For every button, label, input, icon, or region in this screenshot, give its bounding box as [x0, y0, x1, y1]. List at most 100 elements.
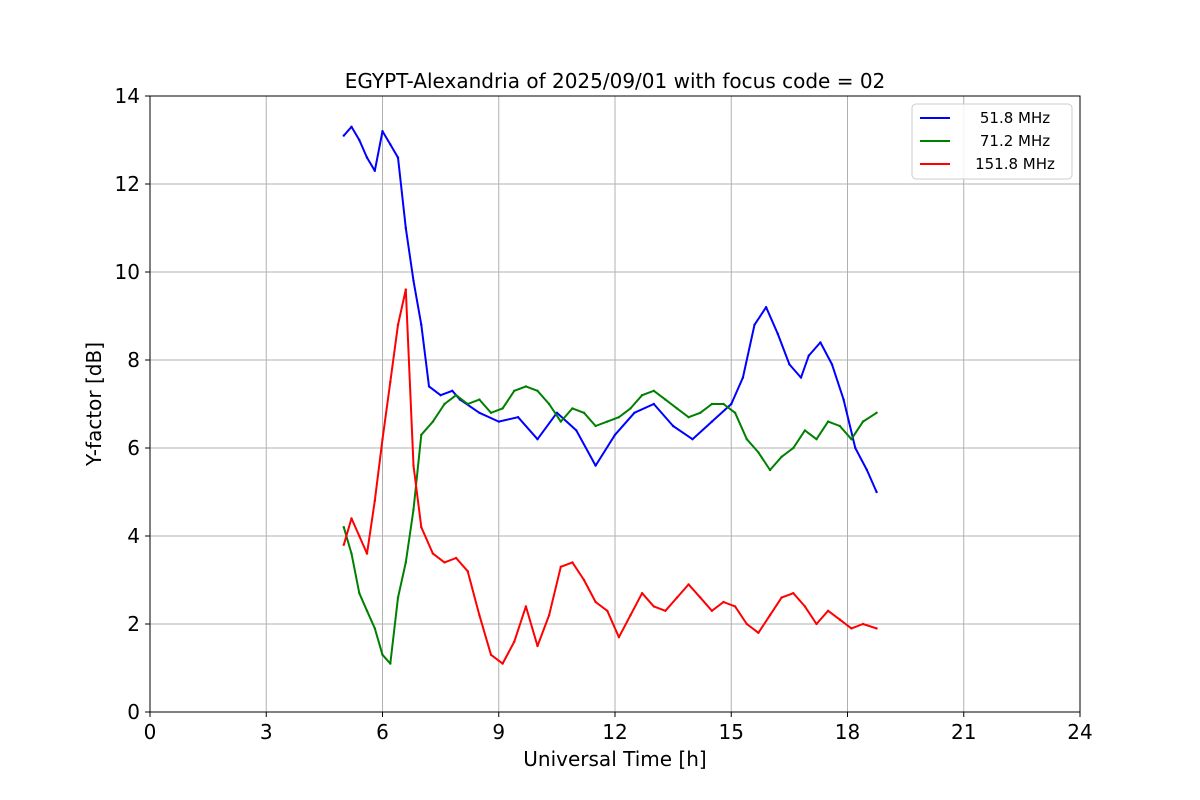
- series-3-point: [478, 614, 481, 617]
- series-1-point: [753, 323, 756, 326]
- chart-title: EGYPT-Alexandria of 2025/09/01 with focu…: [345, 69, 886, 93]
- series-3-point: [524, 605, 528, 608]
- series-3-point: [640, 592, 644, 595]
- series-1-point: [671, 424, 675, 428]
- series-3-point: [513, 640, 516, 643]
- series-3-point: [687, 583, 690, 586]
- series-1-point: [516, 416, 520, 419]
- series-2-point: [489, 411, 493, 414]
- series-2-point: [838, 424, 841, 428]
- series-1-point: [412, 279, 415, 282]
- series-3-point: [342, 543, 345, 546]
- series-2-point: [547, 402, 551, 406]
- series-2-point: [699, 411, 702, 414]
- series-3-point: [582, 578, 586, 582]
- series-2-point: [358, 592, 361, 595]
- series-1-point: [404, 226, 407, 230]
- series-2-point: [664, 398, 667, 401]
- y-axis: 0 2 4 6 8 10 12 14: [115, 84, 150, 724]
- series-1-point: [807, 354, 810, 357]
- series-3-point: [722, 600, 725, 604]
- series-1-point: [764, 306, 768, 309]
- series-1-point: [842, 398, 845, 401]
- series-2-point: [780, 455, 783, 458]
- series-3-point: [710, 609, 714, 612]
- series-2-point: [466, 402, 469, 406]
- y-axis-label: Y-factor [dB]: [82, 342, 106, 467]
- legend-box: [911, 103, 1073, 180]
- series-1-point: [396, 156, 400, 159]
- series-1-point: [365, 156, 369, 159]
- series-2-point: [803, 429, 807, 432]
- series-3-point: [373, 499, 376, 502]
- series-2-point: [431, 420, 435, 423]
- series-3-point: [466, 570, 469, 573]
- series-2-point: [768, 468, 772, 472]
- series-2-point: [478, 398, 481, 401]
- series-1-point: [875, 490, 878, 494]
- series-2-point: [536, 389, 539, 392]
- series-1-point: [865, 468, 869, 472]
- series-1-point: [389, 143, 392, 146]
- series-1-point: [358, 138, 361, 142]
- series-2-point: [815, 438, 818, 441]
- x-tick-label: 9: [492, 720, 505, 744]
- series-2-point: [745, 438, 748, 441]
- series-1-point: [613, 433, 617, 436]
- series-3-point: [733, 605, 737, 608]
- legend-label-3: 151.8 MHz: [975, 155, 1055, 173]
- series-2-point: [722, 402, 725, 406]
- series-3-point: [768, 614, 772, 617]
- series-3-point: [875, 627, 878, 630]
- series-3-point: [381, 438, 384, 441]
- series-1-point: [633, 411, 636, 414]
- x-tick-label: 21: [951, 720, 976, 744]
- series-2-point: [501, 407, 504, 410]
- series-2-point: [826, 420, 830, 423]
- series-1-point: [819, 341, 822, 344]
- y-tick-label: 12: [115, 172, 140, 196]
- series-3-point: [443, 561, 446, 564]
- series-2-point: [524, 385, 528, 388]
- x-tick-label: 12: [602, 720, 627, 744]
- series-1-point: [799, 376, 803, 379]
- series-3-point: [431, 552, 435, 555]
- series-2-point: [606, 420, 609, 423]
- series-3-point: [594, 600, 597, 604]
- y-tick-label: 6: [127, 436, 140, 460]
- series-3-point: [571, 561, 574, 564]
- series-3-point: [454, 556, 458, 560]
- series-3-point: [501, 662, 504, 665]
- legend-label-2: 71.2 MHz: [980, 132, 1050, 150]
- series-3-point: [350, 517, 353, 520]
- series-1-point: [788, 363, 791, 366]
- series-3-point: [838, 618, 841, 621]
- x-tick-label: 3: [260, 720, 273, 744]
- series-2-point: [792, 446, 795, 450]
- y-tick-label: 14: [115, 84, 140, 108]
- y-tick-label: 4: [127, 524, 140, 548]
- x-tick-label: 6: [376, 720, 389, 744]
- series-2-point: [389, 662, 392, 665]
- series-2-point: [733, 411, 737, 414]
- x-axis-label: Universal Time [h]: [523, 747, 706, 771]
- series-3-point: [617, 636, 621, 639]
- series-2-point: [342, 526, 345, 529]
- series-1-point: [373, 169, 376, 172]
- series-3-point: [803, 605, 807, 608]
- series-line-3: [342, 288, 877, 665]
- series-1-point: [497, 420, 500, 423]
- series-3-point: [358, 534, 361, 538]
- series-2-point: [850, 438, 853, 441]
- series-3-point: [412, 464, 415, 467]
- series-2-point: [640, 394, 644, 397]
- series-2-point: [412, 508, 415, 511]
- series-3-point: [536, 644, 539, 648]
- series-1-point: [710, 420, 714, 423]
- series-3-point: [699, 596, 702, 599]
- x-tick-label: 0: [144, 720, 157, 744]
- series-2-point: [875, 411, 878, 414]
- x-tick-label: 18: [835, 720, 860, 744]
- series-2-point: [571, 407, 574, 410]
